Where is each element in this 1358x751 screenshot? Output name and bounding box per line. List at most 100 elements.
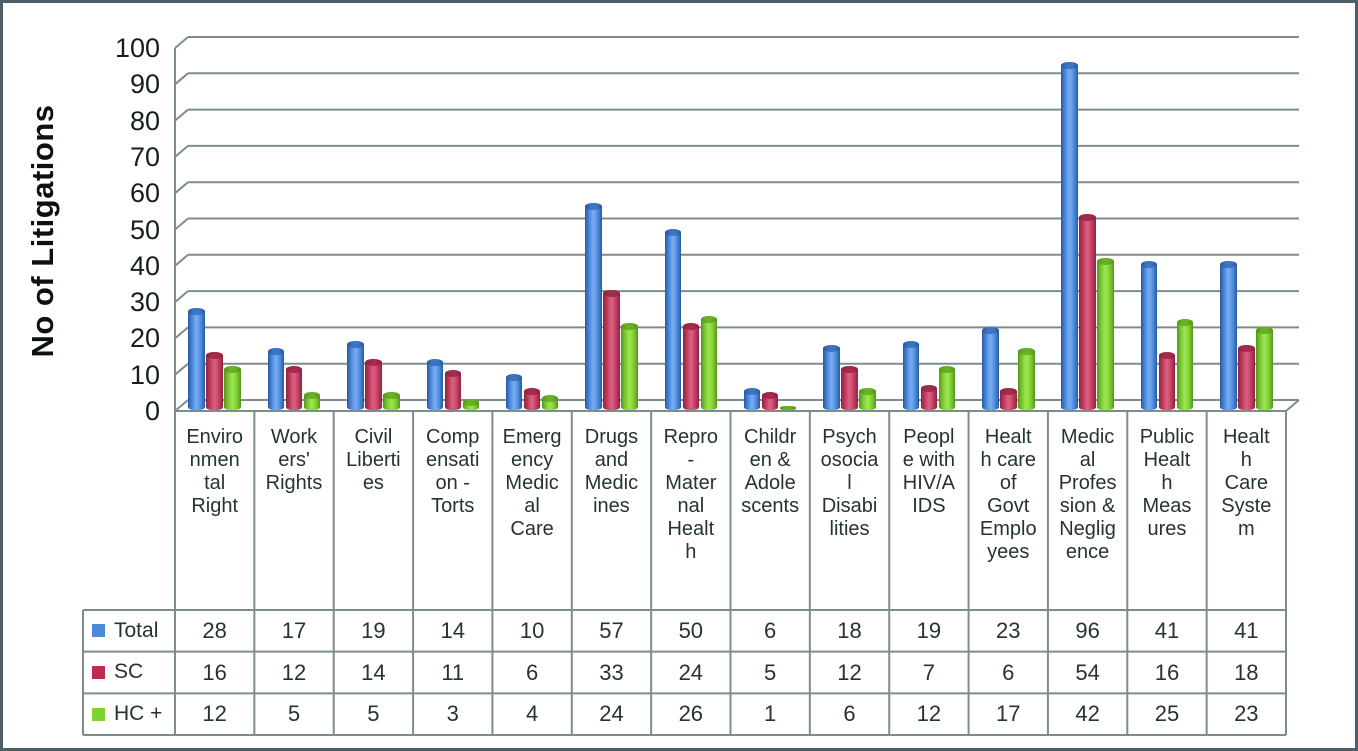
category-label: Healt h care of Govt Emplo yees (979, 426, 1037, 563)
bar-total (505, 373, 523, 410)
bar-top-cap (1018, 348, 1035, 356)
bar-total (426, 359, 443, 410)
bar-hc-+ (621, 322, 638, 410)
bar-top-cap (188, 308, 205, 316)
category-label: Comp ensati on - Torts (426, 426, 480, 517)
table-value-cell: 16 (1154, 659, 1180, 685)
bar-top-cap (1176, 319, 1194, 327)
bar-top-cap (462, 399, 479, 407)
bar-total (902, 341, 920, 410)
table-value-cell: 12 (202, 701, 227, 727)
table-value-cell: 4 (525, 701, 539, 727)
table-value-cell: 26 (678, 701, 704, 727)
table-value-cell: 19 (916, 618, 942, 643)
gridline-slant (174, 72, 189, 86)
legend-swatch (92, 624, 105, 638)
bar-sc (682, 322, 700, 410)
table-value-cell: 6 (525, 659, 539, 685)
bar-sc (841, 366, 858, 410)
bar-hc-+ (462, 399, 479, 410)
gridline-slant (174, 399, 189, 412)
gridline-slant (174, 108, 189, 122)
y-tick-label: 40 (129, 250, 160, 281)
bar-top-cap (224, 366, 241, 374)
table-value-cell: 17 (995, 701, 1021, 727)
table-value-cell: 16 (202, 659, 227, 685)
bar-hc-+ (303, 391, 321, 410)
bar-top-cap (541, 395, 559, 403)
bar-top-cap (664, 228, 682, 236)
bar-total (1061, 61, 1078, 410)
bar-total (982, 326, 999, 410)
table-value-cell: 3 (446, 701, 459, 727)
bar-total (1140, 261, 1158, 410)
bar-hc-+ (1256, 326, 1273, 410)
bar-top-cap (779, 406, 797, 410)
bar-sc (444, 370, 461, 410)
bar-sc (1238, 344, 1255, 410)
gridline-slant (174, 217, 189, 231)
legend-swatch (92, 707, 105, 721)
bar-top-cap (1158, 351, 1176, 359)
table-value-cell: 5 (287, 701, 301, 727)
table-value-cell: 42 (1075, 701, 1100, 727)
category-label: Psych osocia l Disabi lities (820, 426, 879, 540)
y-tick-label: 50 (129, 214, 160, 245)
bar-sc (603, 290, 620, 410)
bar-top-cap (383, 391, 400, 399)
gridline-slant (174, 362, 189, 376)
category-label: Work ers' Rights (265, 426, 323, 494)
bar-top-cap (444, 370, 461, 378)
bar-sc (1079, 213, 1096, 410)
table-value-cell: 5 (367, 701, 380, 727)
bar-total (823, 344, 840, 410)
table-value-cell: 41 (1234, 618, 1259, 643)
y-tick-label: 90 (129, 69, 160, 100)
table-value-cell: 12 (281, 659, 307, 685)
category-label: Medic al Profes sion & Neglig ence (1058, 426, 1117, 563)
table-value-cell: 25 (1154, 701, 1180, 727)
table-value-cell: 12 (837, 659, 862, 685)
category-label: Drugs and Medic ines (584, 426, 639, 517)
table-value-cell: 33 (599, 659, 624, 685)
table-value-cell: 6 (764, 618, 777, 643)
category-label: Civil Liberti es (346, 426, 401, 494)
bar-total (267, 348, 285, 410)
y-tick-label: 80 (129, 105, 160, 136)
table-value-cell: 23 (1234, 701, 1259, 727)
bar-top-cap (1256, 326, 1273, 334)
bar-top-cap (920, 384, 938, 392)
bar-sc (206, 351, 223, 410)
bar-sc (920, 384, 938, 410)
table-value-cell: 96 (1075, 618, 1100, 643)
table-value-cell: 57 (599, 618, 624, 643)
bar-total (743, 388, 761, 410)
legend-swatch (92, 665, 105, 679)
table-value-cell: 41 (1154, 618, 1180, 643)
table-value-cell: 19 (361, 618, 386, 643)
gridline-slant (174, 36, 189, 49)
table-value-cell: 6 (843, 701, 856, 727)
bar-top-cap (603, 290, 620, 298)
bar-hc-+ (541, 395, 559, 410)
bar-top-cap (347, 341, 364, 349)
bar-top-cap (700, 315, 718, 323)
floor-right-slant (1285, 399, 1300, 412)
table-value-cell: 24 (678, 659, 704, 685)
table-value-cell: 23 (995, 618, 1021, 643)
y-tick-label: 100 (114, 33, 160, 63)
bar-sc (523, 388, 541, 410)
bar-top-cap (267, 348, 285, 356)
y-tick-label: 10 (129, 359, 160, 390)
gridline-slant (174, 326, 189, 340)
table-value-cell: 17 (281, 618, 307, 643)
y-tick-label: 70 (129, 141, 160, 172)
bar-top-cap (902, 341, 920, 349)
bar-total (664, 228, 682, 410)
bar-top-cap (1097, 257, 1114, 265)
bar-top-cap (621, 322, 638, 330)
bar-top-cap (505, 373, 523, 381)
table-value-cell: 12 (916, 701, 942, 727)
bar-top-cap (285, 366, 303, 374)
bar-top-cap (743, 388, 761, 396)
